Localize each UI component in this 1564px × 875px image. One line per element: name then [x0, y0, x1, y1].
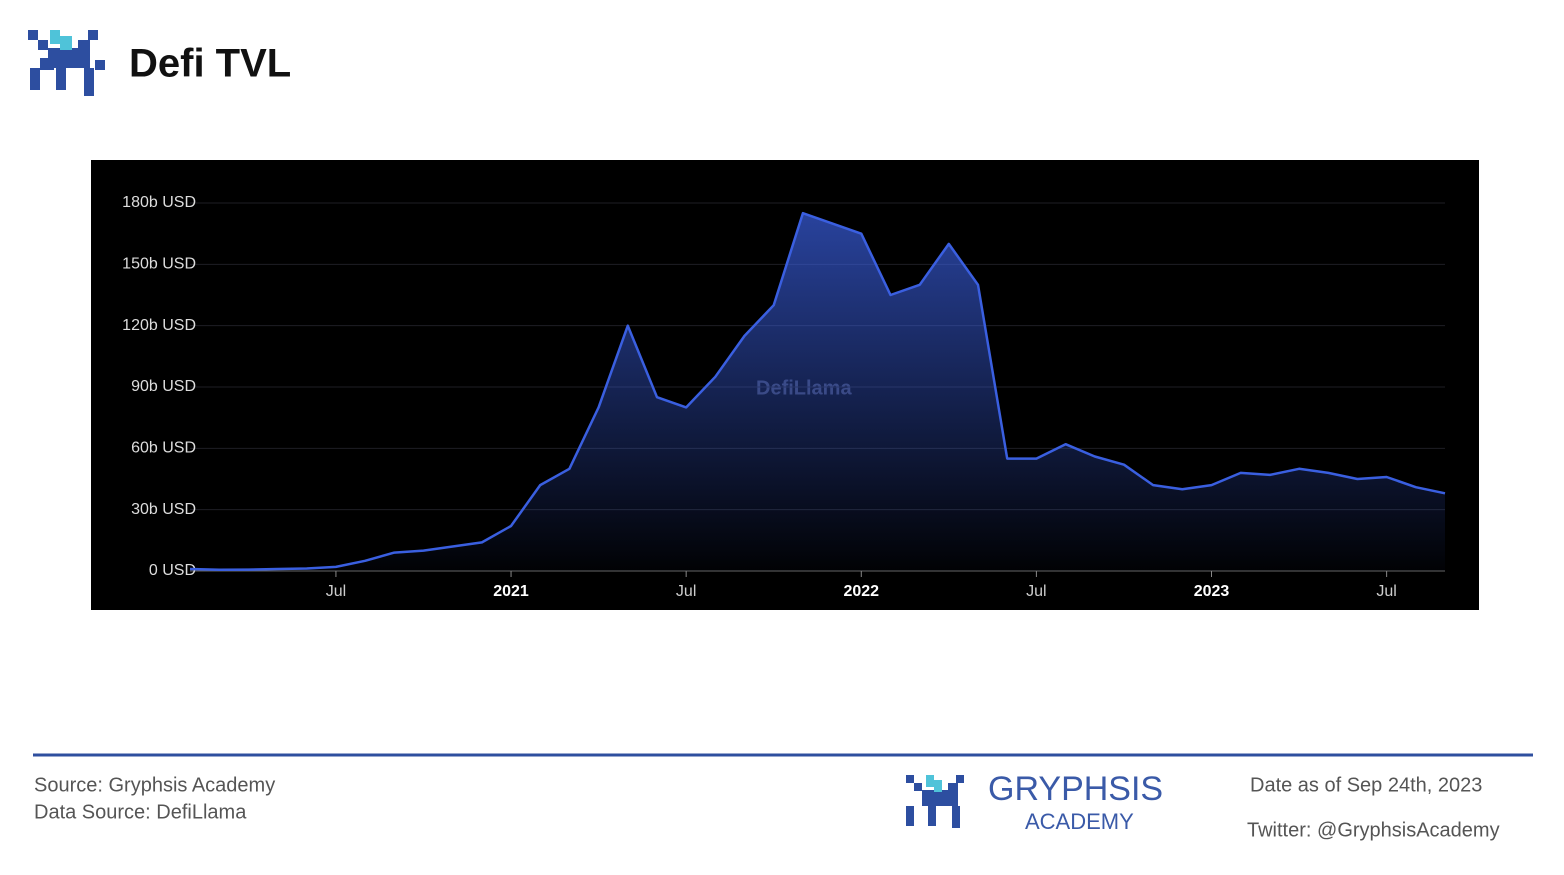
x-tick-label: Jul: [326, 583, 346, 600]
x-tick-label: 2023: [1194, 583, 1230, 600]
footer-source: Source: Gryphsis Academy: [34, 774, 275, 796]
y-tick-label: 150b USD: [122, 256, 196, 273]
footer-twitter: Twitter: @GryphsisAcademy: [1247, 819, 1500, 841]
footer-logo: [906, 775, 964, 828]
x-tick-label: Jul: [676, 583, 696, 600]
y-tick-label: 90b USD: [131, 378, 196, 395]
y-tick-label: 180b USD: [122, 194, 196, 211]
footer-date: Date as of Sep 24th, 2023: [1250, 774, 1482, 796]
logo: [28, 30, 105, 96]
x-tick-label: 2022: [843, 583, 879, 600]
x-tick-label: 2021: [493, 583, 529, 600]
footer-data-source: Data Source: DefiLlama: [34, 801, 247, 823]
slide-title: Defi TVL: [129, 42, 291, 86]
area-fill: [190, 213, 1445, 571]
brand-name: GRYPHSIS: [988, 770, 1163, 808]
x-tick-label: Jul: [1026, 583, 1046, 600]
plot: DefiLlamaJul2021Jul2022Jul2023Jul0 USD30…: [122, 194, 1446, 600]
y-tick-label: 30b USD: [131, 501, 196, 518]
brand-sub: ACADEMY: [1025, 809, 1134, 834]
y-tick-label: 60b USD: [131, 440, 196, 457]
y-tick-label: 0 USD: [149, 562, 196, 579]
x-tick-label: Jul: [1376, 583, 1396, 600]
y-tick-label: 120b USD: [122, 317, 196, 334]
tvl-line: [189, 211, 1446, 572]
